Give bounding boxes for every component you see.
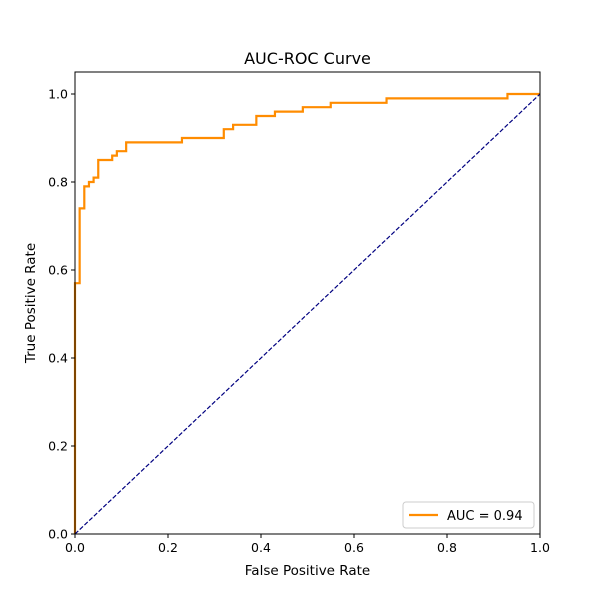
y-tick-label: 1.0 [48, 87, 68, 102]
x-tick-label: 0.6 [344, 540, 364, 555]
x-tick-label: 0.8 [437, 540, 457, 555]
x-tick-label: 0.4 [251, 540, 271, 555]
y-axis-label: True Positive Rate [23, 243, 39, 364]
y-tick-label: 0.4 [48, 351, 68, 366]
y-tick-label: 0.8 [48, 175, 68, 190]
series-layer [73, 92, 541, 535]
x-axis-ticks: 0.0 0.2 0.4 0.6 0.8 1.0 [65, 534, 550, 555]
legend: AUC = 0.94 [402, 501, 535, 529]
y-tick-label: 0.2 [48, 439, 68, 454]
x-tick-label: 1.0 [530, 540, 550, 555]
roc-curve-line [73, 92, 540, 534]
y-tick-label: 0.6 [48, 263, 68, 278]
random-chance-diagonal-line [74, 93, 541, 535]
x-axis-label: False Positive Rate [245, 563, 370, 579]
chart-title: AUC-ROC Curve [244, 49, 371, 68]
y-axis-ticks: 0.0 0.2 0.4 0.6 0.8 1.0 [48, 87, 75, 542]
x-tick-label: 0.0 [65, 540, 85, 555]
legend-entry-label: AUC = 0.94 [447, 509, 523, 524]
x-tick-label: 0.2 [158, 540, 178, 555]
legend-box [402, 501, 535, 529]
plot-frame [74, 71, 541, 535]
y-tick-label: 0.0 [48, 527, 68, 542]
plot-area [75, 72, 540, 534]
